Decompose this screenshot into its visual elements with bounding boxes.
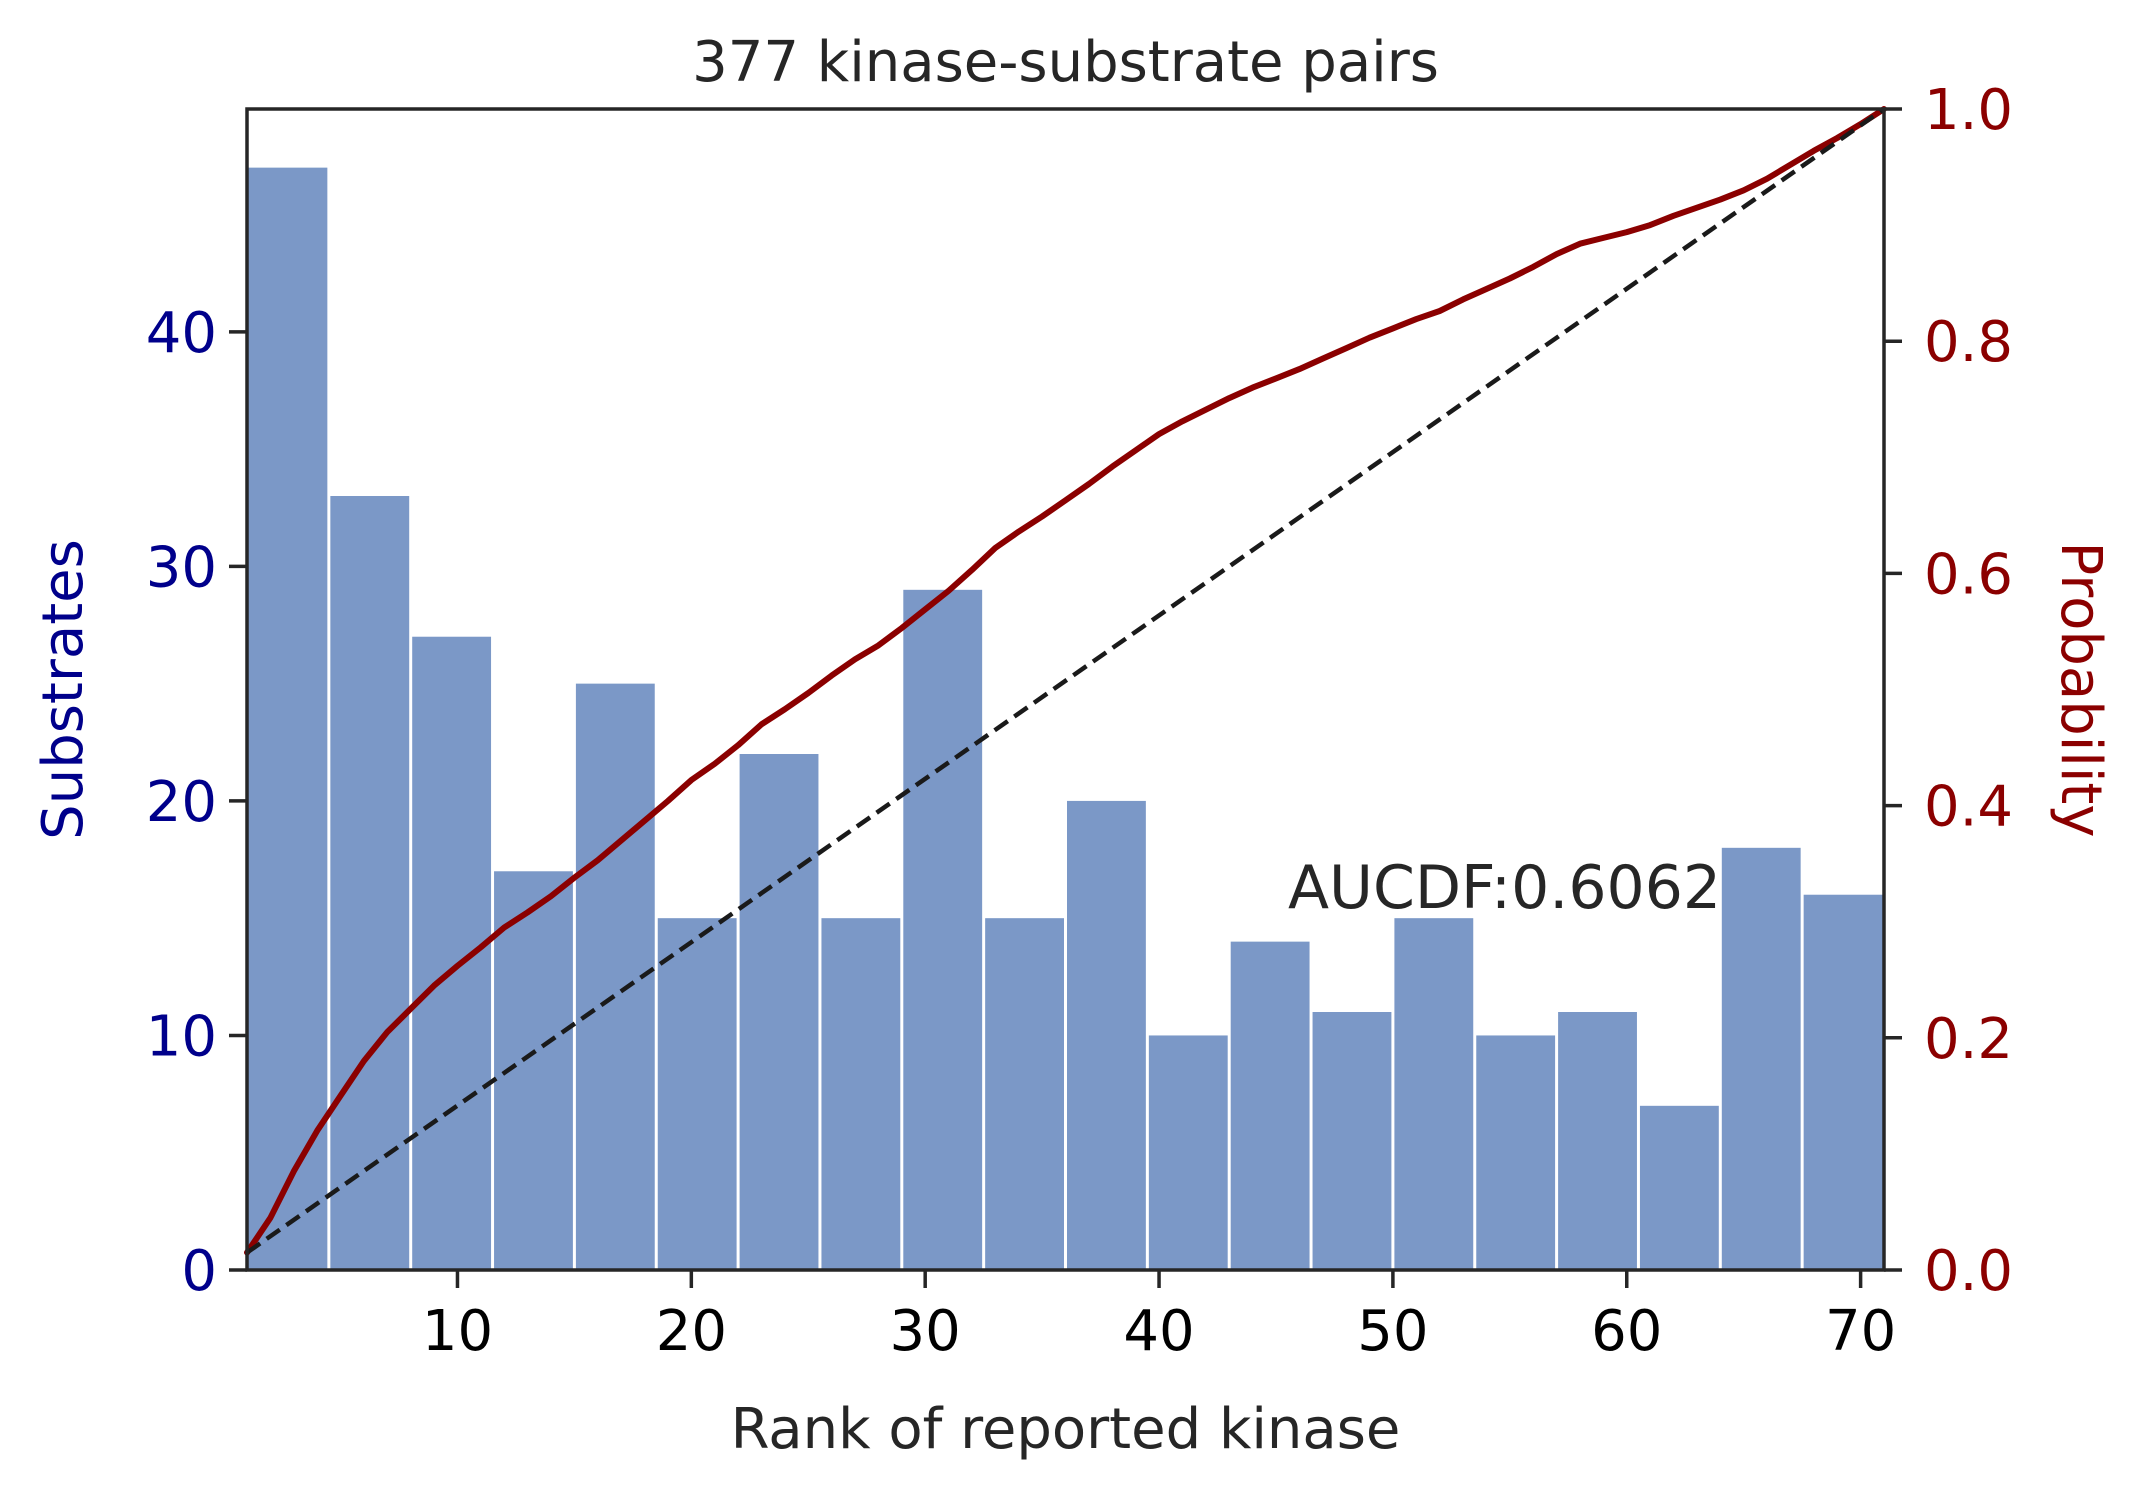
- y-left-tick-label: 20: [146, 770, 217, 835]
- y-left-tick-label: 0: [181, 1239, 217, 1304]
- x-tick-label: 70: [1825, 1299, 1896, 1364]
- x-tick-label: 10: [422, 1299, 493, 1364]
- x-tick-label: 30: [890, 1299, 961, 1364]
- axis-ticks: 10 20 30 40 50 60 70 0 10 20 30 40 0.0 0.2 0.4 0.6 0.8 1.…: [146, 78, 2013, 1364]
- y-left-tick-label: 40: [146, 301, 217, 366]
- x-tick-label: 50: [1357, 1299, 1428, 1364]
- histogram-bars: [248, 167, 1883, 1271]
- histogram-bar: [739, 754, 819, 1270]
- y-axis-label-left: Substrates: [31, 539, 96, 840]
- histogram-bar: [1230, 941, 1310, 1270]
- y-left-tick-label: 10: [146, 1004, 217, 1069]
- y-right-tick-label: 0.2: [1924, 1007, 2013, 1072]
- cdf-line: [244, 106, 1887, 1256]
- histogram-bar: [1394, 918, 1474, 1270]
- y-right-tick-label: 0.0: [1924, 1239, 2013, 1304]
- histogram-bar: [903, 589, 983, 1270]
- histogram-bar: [1148, 1035, 1228, 1270]
- histogram-bar: [1639, 1105, 1719, 1270]
- diagonal-reference-line: [245, 107, 1886, 1255]
- x-axis-label: Rank of reported kinase: [731, 1397, 1401, 1462]
- aucdf-annotation: AUCDF:0.6062: [1288, 853, 1721, 923]
- plot-frame: [245, 107, 1886, 1272]
- y-left-tick-label: 30: [146, 535, 217, 600]
- histogram-bar: [1558, 1012, 1637, 1270]
- chart-title: 377 kinase-substrate pairs: [692, 30, 1439, 95]
- histogram-bar: [657, 918, 737, 1270]
- y-right-tick-label: 0.4: [1924, 775, 2013, 840]
- histogram-bar: [985, 918, 1064, 1270]
- y-right-tick-label: 0.8: [1924, 310, 2013, 375]
- y-right-tick-label: 0.6: [1924, 542, 2013, 607]
- histogram-bar: [1476, 1035, 1556, 1270]
- histogram-bar: [1803, 894, 1883, 1270]
- x-tick-label: 20: [656, 1299, 727, 1364]
- y-axis-label-right: Probability: [2048, 541, 2113, 837]
- histogram-bar: [248, 167, 328, 1271]
- x-tick-label: 40: [1123, 1299, 1194, 1364]
- x-tick-label: 60: [1591, 1299, 1662, 1364]
- histogram-bar: [1312, 1012, 1392, 1270]
- cdf-lines: [244, 106, 1887, 1256]
- histogram-bar: [1067, 800, 1146, 1270]
- histogram-bar: [821, 918, 901, 1270]
- histogram-bar: [1721, 847, 1801, 1270]
- y-right-tick-label: 1.0: [1924, 78, 2013, 143]
- histogram-bar: [412, 636, 492, 1270]
- histogram-bar: [330, 496, 410, 1270]
